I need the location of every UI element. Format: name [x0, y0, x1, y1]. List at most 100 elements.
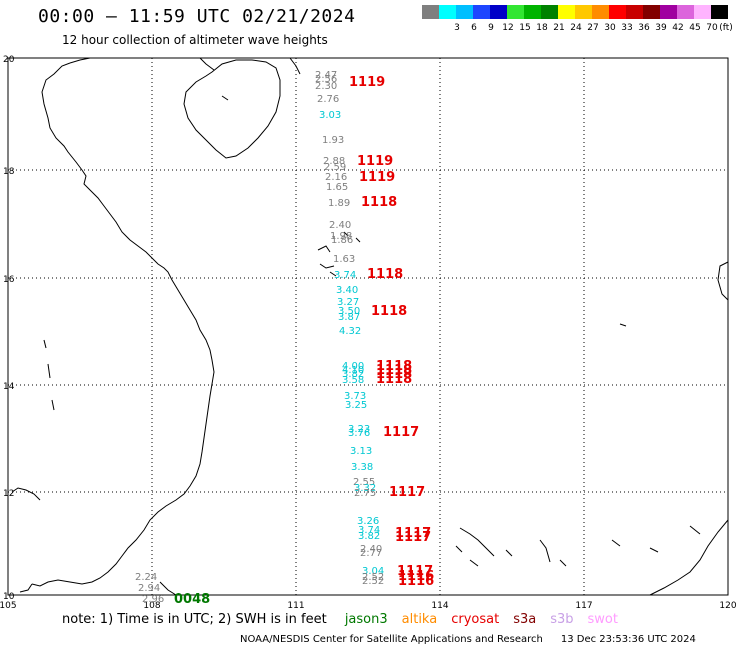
pass-time: 1118 [361, 195, 397, 210]
swh-value: 3.04 [362, 566, 384, 577]
lon-tick-labels: 105 108 111 114 117 120 [0, 601, 737, 611]
luzon-coast [717, 261, 729, 301]
graticule [8, 58, 728, 595]
pass-time: 1117 [395, 526, 431, 541]
swh-value: 2.52 [362, 576, 384, 587]
pass-time: 1118 [367, 267, 403, 282]
swh-value: 2.30 [315, 81, 337, 92]
swh-value: 2.52 [362, 572, 384, 583]
swh-value: 2.88 [323, 156, 345, 167]
swh-value: 3.76 [348, 428, 370, 439]
pass-time: 0048 [174, 592, 210, 607]
swh-value: 3.32 [354, 483, 376, 494]
page-subtitle: 12 hour collection of altimeter wave hei… [62, 33, 328, 47]
mission-legend: jason3 altika cryosat s3a s3b swot [331, 612, 618, 627]
observation-labels: 2.47 2.56 2.30 2.76 3.03 1.93 2.88 2.59 … [135, 70, 384, 605]
lat-tick: 12 [3, 489, 14, 499]
pass-time: 1117 [383, 425, 419, 440]
palawan-coast [455, 519, 729, 596]
color-swatch [575, 5, 592, 19]
swh-value: 3.26 [357, 516, 379, 527]
swh-value: 2.59 [324, 162, 346, 173]
scale-label: 39 [655, 23, 667, 33]
hainan-island [183, 59, 281, 159]
pass-time: 1118 [371, 304, 407, 319]
color-swatch [439, 5, 456, 19]
lat-tick: 16 [3, 275, 15, 285]
lon-tick: 108 [143, 601, 160, 611]
color-swatch [541, 5, 558, 19]
mission-s3a: s3a [513, 612, 537, 627]
pass-time: 1118 [376, 363, 412, 378]
swh-value: 1.63 [333, 254, 355, 265]
swh-value: 3.82 [342, 369, 364, 380]
scale-label: 12 [502, 23, 514, 33]
swh-value: 1.93 [322, 135, 344, 146]
scale-label: 18 [536, 23, 548, 33]
lon-tick: 117 [575, 601, 592, 611]
scale-label: 70 [706, 23, 718, 33]
generated-timestamp: 13 Dec 23:53:36 UTC 2024 [560, 634, 696, 645]
swh-value: 3.74 [334, 270, 356, 281]
color-swatch [558, 5, 575, 19]
scale-label: 21 [553, 23, 565, 33]
swh-value: 2.24 [135, 572, 157, 583]
mission-jason3: jason3 [344, 612, 388, 627]
pass-time: 1117 [395, 530, 431, 545]
scale-unit-label: (ft) [719, 23, 733, 33]
swh-value: 3.25 [345, 400, 367, 411]
credit-text: NOAA/NESDIS Center for Satellite Applica… [240, 634, 543, 645]
mission-swot: swot [587, 612, 618, 627]
scale-label: 15 [519, 23, 531, 33]
swh-value: 1.65 [326, 182, 348, 193]
leizhou-coast [199, 57, 301, 75]
pass-time: 1119 [349, 75, 385, 90]
swh-value: 2.75 [354, 488, 376, 499]
pass-time: 1116 [398, 569, 434, 584]
swh-value: 2.40 [329, 220, 351, 231]
swh-value: 2.55 [353, 477, 375, 488]
lat-tick-labels: 20 18 16 14 12 10 [3, 55, 15, 602]
swh-value: 3.13 [350, 446, 372, 457]
lon-tick: 111 [287, 601, 304, 611]
swh-value: 2.16 [325, 172, 347, 183]
swh-value: 2.96 [142, 594, 164, 605]
pass-time: 1118 [376, 367, 412, 382]
swh-value: 2.40 [360, 544, 382, 555]
scale-label: 42 [672, 23, 684, 33]
map-frame [7, 57, 729, 596]
color-swatch [626, 5, 643, 19]
lon-tick: 105 [0, 601, 17, 611]
swh-value: 3.58 [342, 375, 364, 386]
scale-label: 6 [471, 23, 477, 33]
lat-tick: 20 [3, 55, 15, 65]
scale-label: 27 [587, 23, 599, 33]
scale-label: 24 [570, 23, 582, 33]
small-islands [43, 95, 627, 411]
color-swatch [490, 5, 507, 19]
color-swatch [422, 5, 439, 19]
swh-value: 2.77 [360, 548, 382, 559]
mission-altika: altika [401, 612, 438, 627]
swh-value: 2.94 [138, 583, 160, 594]
swh-value: 3.82 [358, 531, 380, 542]
coastline [11, 57, 215, 596]
swh-value: 2.76 [317, 94, 339, 105]
pass-time: 1119 [357, 154, 393, 169]
lon-tick: 120 [719, 601, 736, 611]
swh-value: 4.00 [342, 361, 364, 372]
scale-label: 3 [454, 23, 460, 33]
footnote: note: 1) Time is in UTC; 2) SWH is in fe… [62, 612, 618, 627]
swh-value: 3.74 [358, 525, 380, 536]
mission-s3b: s3b [550, 612, 574, 627]
color-swatch [524, 5, 541, 19]
pass-time: 1119 [359, 170, 395, 185]
color-swatch [473, 5, 490, 19]
pass-time: 1118 [376, 359, 412, 374]
scale-label: 30 [604, 23, 616, 33]
color-swatch [643, 5, 660, 19]
color-swatch [711, 5, 728, 19]
scale-label: 36 [638, 23, 650, 33]
pass-time-labels: 1119 1119 1119 1118 1118 1118 1118 1118 … [174, 75, 434, 607]
